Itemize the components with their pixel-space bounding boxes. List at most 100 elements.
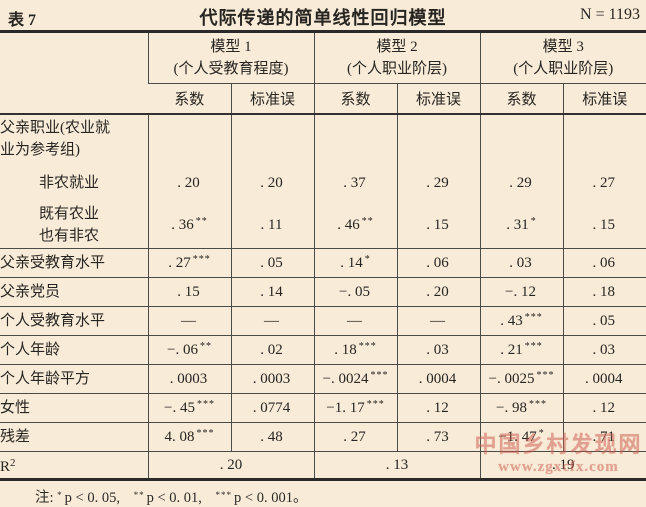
model-3-subtitle: (个人职业阶层) (481, 58, 646, 80)
table-row-nonfarm: 非农就业 . 20 . 20 . 37 . 29 . 29 . 27 (0, 164, 646, 202)
se-cell: . 03 (397, 336, 480, 365)
se-cell: . 0774 (231, 394, 314, 423)
sample-size-label: N = 1193 (580, 6, 640, 24)
coef-cell: −. 0025*** (480, 365, 563, 394)
coef-header-3: 系数 (480, 84, 563, 114)
footnote-item-3: ***p < 0. 001。 (216, 490, 308, 506)
table-title-bar: 表 7 代际传递的简单线性回归模型 N = 1193 (0, 0, 646, 30)
coef-cell: . 37 (314, 164, 397, 202)
se-cell: . 05 (231, 249, 314, 278)
significance-footnote: 注: *p < 0. 05, **p < 0. 01, ***p < 0. 00… (0, 481, 646, 507)
row-label: 女性 (0, 394, 148, 423)
se-cell: . 06 (563, 249, 646, 278)
coef-cell: −. 0024*** (314, 365, 397, 394)
row-label: 残差 (0, 423, 148, 452)
se-cell: . 05 (563, 307, 646, 336)
coef-cell: . 15 (148, 278, 231, 307)
coef-cell: . 03 (480, 249, 563, 278)
table-row-father-party-member: 父亲党员 . 15 . 14 −. 05 . 20 −. 12 . 18 (0, 278, 646, 307)
se-cell: . 27 (563, 164, 646, 202)
coef-cell (148, 114, 231, 164)
model-2-subtitle: (个人职业阶层) (315, 58, 480, 80)
model-1-subtitle: (个人受教育程度) (149, 58, 314, 80)
table-row-residual: 残差 4. 08*** . 48 . 27 . 73 −1. 47* . 71 (0, 423, 646, 452)
coef-cell: −1. 17*** (314, 394, 397, 423)
se-cell: . 18 (563, 278, 646, 307)
se-header-1: 标准误 (231, 84, 314, 114)
footnote-item-2: **p < 0. 01, (134, 490, 202, 506)
se-cell: . 06 (397, 249, 480, 278)
header-model-3: 模型 3 (个人职业阶层) (480, 32, 646, 84)
coef-cell: −. 98*** (480, 394, 563, 423)
se-cell: . 0004 (397, 365, 480, 394)
header-model-2: 模型 2 (个人职业阶层) (314, 32, 480, 84)
se-cell: . 14 (231, 278, 314, 307)
se-cell (563, 114, 646, 164)
row-label: 父亲受教育水平 (0, 249, 148, 278)
row-label: 父亲党员 (0, 278, 148, 307)
se-cell: . 11 (231, 202, 314, 249)
coef-cell: −1. 47* (480, 423, 563, 452)
coef-cell: . 20 (148, 164, 231, 202)
coef-cell: . 43*** (480, 307, 563, 336)
coef-cell: . 14* (314, 249, 397, 278)
table-row-both-farm-nonfarm: 既有农业 也有非农 . 36** . 11 . 46** . 15 . 31* … (0, 202, 646, 249)
se-header-3: 标准误 (563, 84, 646, 114)
se-cell: . 12 (563, 394, 646, 423)
coef-cell: . 27*** (148, 249, 231, 278)
regression-table: 模型 1 (个人受教育程度) 模型 2 (个人职业阶层) 模型 3 (个人职业阶… (0, 30, 646, 481)
header-corner-cell (0, 32, 148, 114)
coef-cell: . 29 (480, 164, 563, 202)
coef-header-1: 系数 (148, 84, 231, 114)
coef-cell: −. 45*** (148, 394, 231, 423)
se-cell (231, 114, 314, 164)
se-cell: . 0003 (231, 365, 314, 394)
footnote-label: 注: (35, 490, 54, 506)
header-model-row: 模型 1 (个人受教育程度) 模型 2 (个人职业阶层) 模型 3 (个人职业阶… (0, 32, 646, 84)
r-squared-model-1: . 20 (148, 452, 314, 480)
r-squared-model-2: . 13 (314, 452, 480, 480)
table-row-r-squared: R2 . 20 . 13 . 19 (0, 452, 646, 480)
model-3-name: 模型 3 (481, 36, 646, 58)
row-label: 非农就业 (0, 164, 148, 202)
se-cell: . 29 (397, 164, 480, 202)
table-row-female: 女性 −. 45*** . 0774 −1. 17*** . 12 −. 98*… (0, 394, 646, 423)
se-cell: . 02 (231, 336, 314, 365)
se-cell: . 15 (563, 202, 646, 249)
coef-cell: . 18*** (314, 336, 397, 365)
coef-header-2: 系数 (314, 84, 397, 114)
coef-cell: . 46** (314, 202, 397, 249)
table-row-father-education: 父亲受教育水平 . 27*** . 05 . 14* . 06 . 03 . 0… (0, 249, 646, 278)
coef-cell: — (314, 307, 397, 336)
header-model-1: 模型 1 (个人受教育程度) (148, 32, 314, 84)
footnote-item-1: *p < 0. 05, (57, 490, 120, 506)
r-squared-model-3: . 19 (480, 452, 646, 480)
table-row-father-occupation-group: 父亲职业(农业就 业为参考组) (0, 114, 646, 164)
se-cell: . 48 (231, 423, 314, 452)
se-cell: . 0004 (563, 365, 646, 394)
row-label: 既有农业 也有非农 (0, 202, 148, 249)
se-cell (397, 114, 480, 164)
table-row-age-squared: 个人年龄平方 . 0003 . 0003 −. 0024*** . 0004 −… (0, 365, 646, 394)
se-cell: . 03 (563, 336, 646, 365)
row-label: 个人年龄平方 (0, 365, 148, 394)
se-cell: . 15 (397, 202, 480, 249)
se-cell: — (231, 307, 314, 336)
model-1-name: 模型 1 (149, 36, 314, 58)
coef-cell: — (148, 307, 231, 336)
table-row-age: 个人年龄 −. 06** . 02 . 18*** . 03 . 21*** .… (0, 336, 646, 365)
coef-cell: . 31* (480, 202, 563, 249)
page-title: 代际传递的简单线性回归模型 (0, 4, 646, 30)
r-squared-label: R2 (0, 452, 148, 480)
se-cell: — (397, 307, 480, 336)
se-header-2: 标准误 (397, 84, 480, 114)
coef-cell: −. 05 (314, 278, 397, 307)
se-cell: . 20 (231, 164, 314, 202)
coef-cell: . 27 (314, 423, 397, 452)
model-2-name: 模型 2 (315, 36, 480, 58)
se-cell: . 12 (397, 394, 480, 423)
row-label: 父亲职业(农业就 业为参考组) (0, 114, 148, 164)
coef-cell: −. 06** (148, 336, 231, 365)
se-cell: . 71 (563, 423, 646, 452)
coef-cell: . 36** (148, 202, 231, 249)
